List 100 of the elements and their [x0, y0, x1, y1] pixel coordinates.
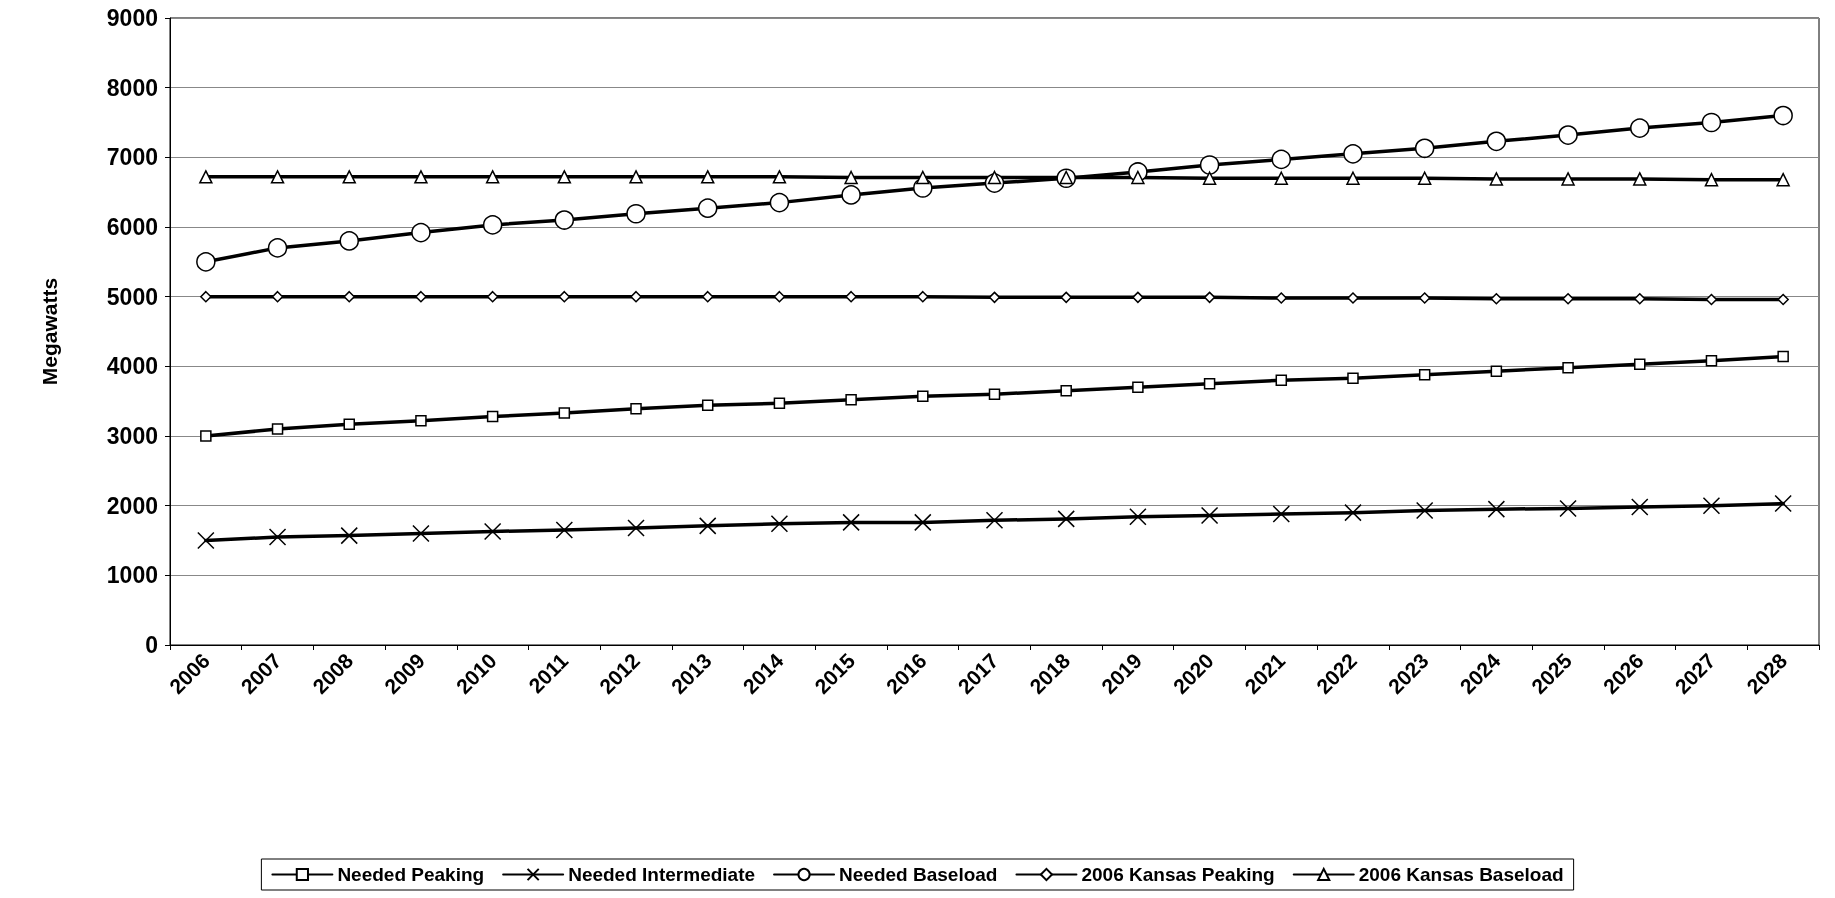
legend-label: Needed Baseload	[839, 864, 998, 885]
point	[916, 170, 930, 185]
point	[339, 231, 359, 251]
point	[1486, 131, 1507, 152]
point	[769, 192, 790, 213]
point	[197, 531, 215, 550]
point	[1275, 374, 1288, 387]
legend-label: Needed Peaking	[337, 864, 485, 885]
point	[917, 390, 929, 403]
point	[988, 388, 1001, 400]
y-tick-label: 7000	[106, 144, 158, 171]
point	[1490, 365, 1503, 377]
point	[1559, 499, 1577, 518]
point	[270, 170, 285, 184]
point	[630, 403, 642, 415]
point	[1202, 171, 1217, 185]
legend-label: 2006 Kansas Baseload	[1358, 864, 1564, 885]
point	[1701, 112, 1722, 133]
point	[1060, 384, 1072, 397]
point	[200, 290, 212, 303]
point	[1633, 172, 1647, 186]
point	[1562, 361, 1574, 374]
point	[1129, 508, 1147, 526]
point	[1200, 506, 1219, 525]
point	[914, 513, 932, 532]
point	[200, 430, 212, 442]
point	[486, 410, 499, 423]
point	[773, 397, 786, 410]
point	[268, 528, 287, 546]
point	[1271, 149, 1292, 170]
point	[1343, 144, 1363, 164]
y-tick-label: 1000	[106, 562, 158, 589]
point	[772, 170, 787, 184]
point	[697, 198, 718, 218]
point	[1704, 172, 1719, 187]
point	[1705, 355, 1718, 367]
point	[698, 517, 717, 535]
y-tick-label: 3000	[106, 423, 158, 449]
point	[483, 522, 502, 541]
point	[196, 252, 216, 272]
point	[701, 399, 714, 412]
point	[844, 170, 858, 185]
y-tick-label: 9000	[106, 5, 158, 31]
point	[482, 215, 503, 235]
point	[1774, 494, 1792, 513]
point	[1773, 105, 1793, 126]
point	[770, 515, 789, 533]
y-tick-label: 8000	[106, 74, 158, 101]
point	[1777, 293, 1789, 306]
point	[842, 513, 860, 532]
point	[1272, 505, 1291, 523]
point	[412, 524, 430, 543]
point	[700, 170, 715, 184]
point	[626, 204, 646, 224]
y-tick-label: 2000	[106, 492, 158, 519]
point	[985, 511, 1004, 530]
y-tick-label: 4000	[106, 353, 158, 380]
point	[1418, 368, 1431, 381]
point	[1415, 501, 1434, 520]
point	[267, 238, 288, 258]
point	[1203, 378, 1216, 390]
point	[629, 170, 643, 184]
point	[415, 414, 427, 427]
point	[414, 170, 428, 184]
point	[558, 407, 571, 419]
point	[1489, 172, 1504, 186]
point	[555, 521, 574, 539]
point	[627, 519, 645, 537]
point	[841, 185, 861, 205]
point	[340, 526, 358, 545]
point	[1344, 503, 1362, 522]
point	[1561, 172, 1575, 186]
legend-label: Needed Intermediate	[568, 864, 756, 885]
point	[411, 222, 431, 243]
point	[1346, 171, 1360, 185]
point	[343, 418, 355, 430]
point	[1347, 372, 1359, 384]
point	[1777, 350, 1789, 363]
point	[1634, 293, 1646, 305]
point	[1630, 118, 1650, 138]
point	[554, 210, 575, 230]
point	[1558, 125, 1578, 145]
point	[630, 290, 642, 303]
y-tick-label: 5000	[106, 283, 158, 310]
y-tick-label: 6000	[106, 214, 158, 240]
point	[1631, 498, 1649, 516]
point	[845, 290, 857, 303]
point	[1132, 381, 1144, 393]
point	[1132, 291, 1144, 304]
y-axis-title: Megawatts	[38, 277, 61, 386]
point	[342, 170, 356, 184]
point	[485, 170, 500, 184]
point	[1274, 171, 1289, 185]
point	[1199, 155, 1220, 175]
point	[1776, 172, 1790, 187]
point	[1417, 171, 1432, 185]
point	[1057, 510, 1075, 528]
legend-label: 2006 Kansas Peaking	[1081, 864, 1275, 885]
point	[199, 170, 213, 184]
point	[845, 394, 857, 406]
